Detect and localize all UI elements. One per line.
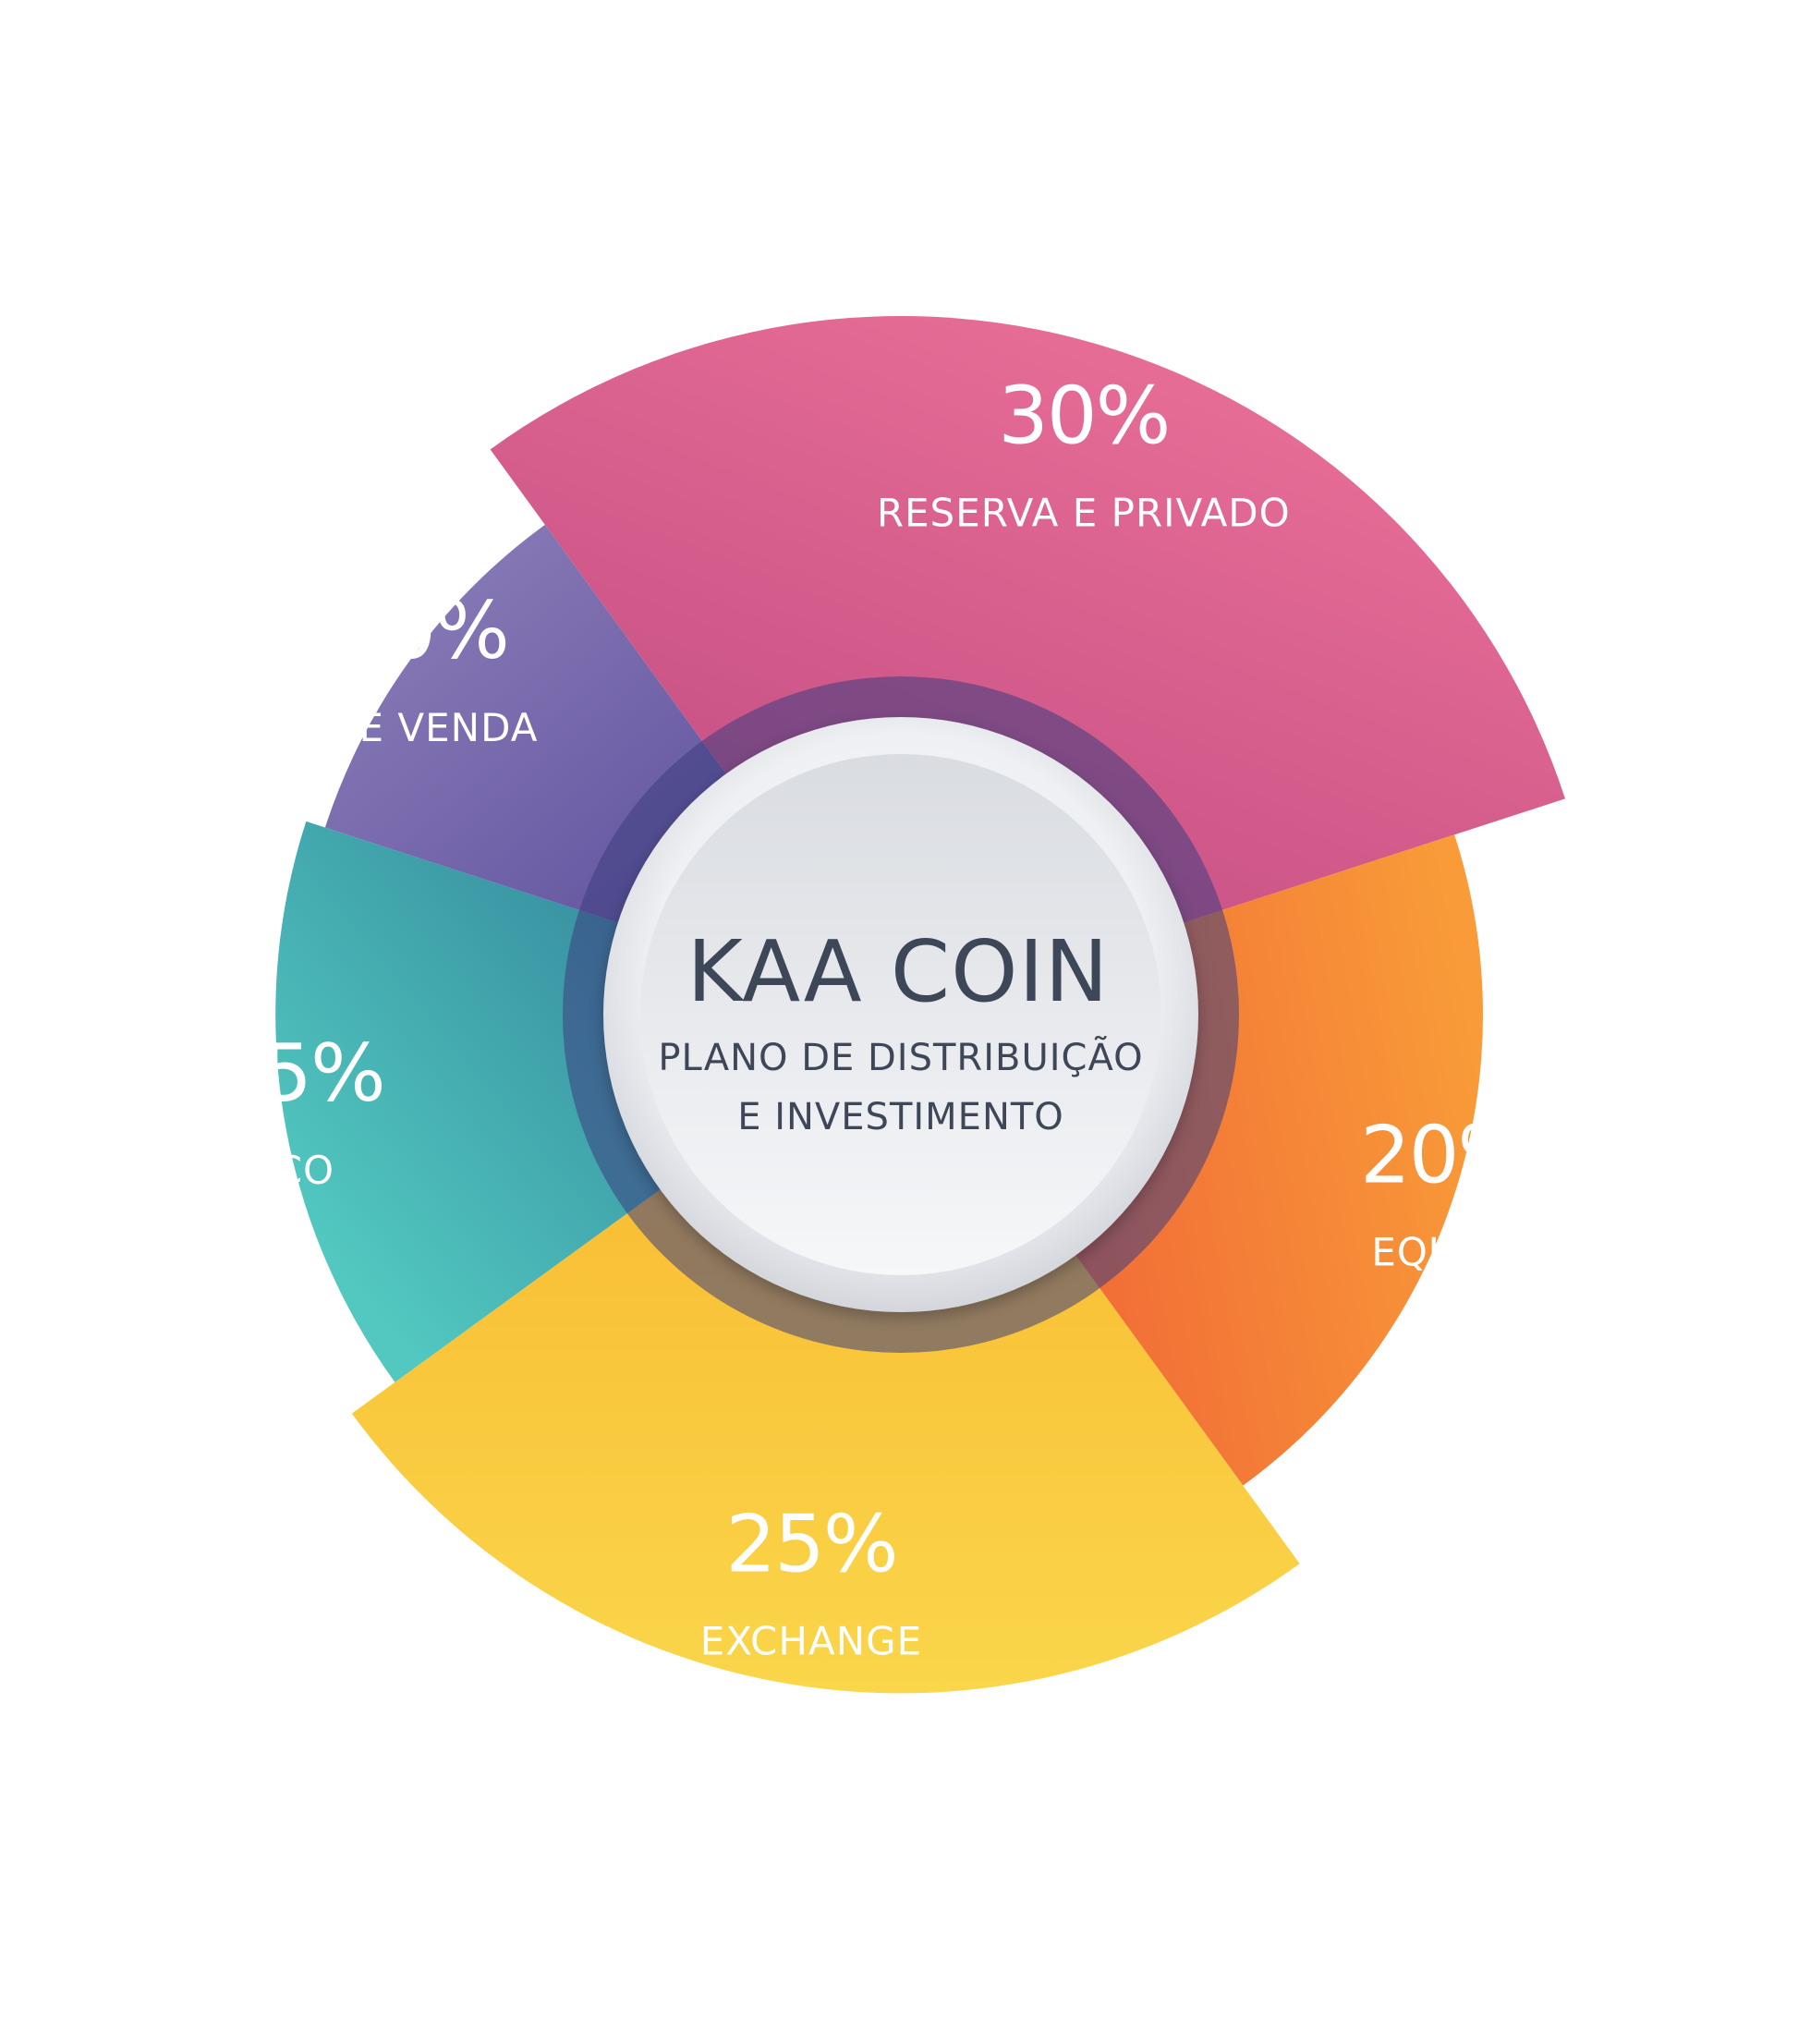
slice-reserva-e-privado-percent: 30% [998,370,1169,462]
slice-pre-venda-label: PRÉ VENDA [307,704,538,750]
slice-equipe-label: EQUIPE [1371,1230,1520,1275]
slice-reserva-e-privado [490,315,1565,1016]
center-subtitle-line2: E INVESTIMENTO [737,1096,1064,1138]
center-subtitle-line1: PLANO DE DISTRIBUIÇÃO [658,1035,1143,1079]
slice-exchange-label: EXCHANGE [700,1618,922,1663]
slice-exchange [351,1015,1300,1694]
slice-ico-label: ICO [262,1148,334,1193]
slice-exchange-percent: 25% [725,1498,896,1590]
slice-reserva-e-privado-label: RESERVA E PRIVADO [877,490,1291,535]
slice-pre-venda-percent: 10% [337,585,508,677]
slice-ico-percent: 15% [213,1028,384,1120]
slice-labels: 30% RESERVA E PRIVADO 20% EQUIPE 25% EXCHANGE… [213,370,1534,1663]
slice-equipe-percent: 20% [1360,1110,1531,1202]
center-disc-inner [640,754,1161,1275]
center-title: KAA COIN [687,922,1110,1021]
